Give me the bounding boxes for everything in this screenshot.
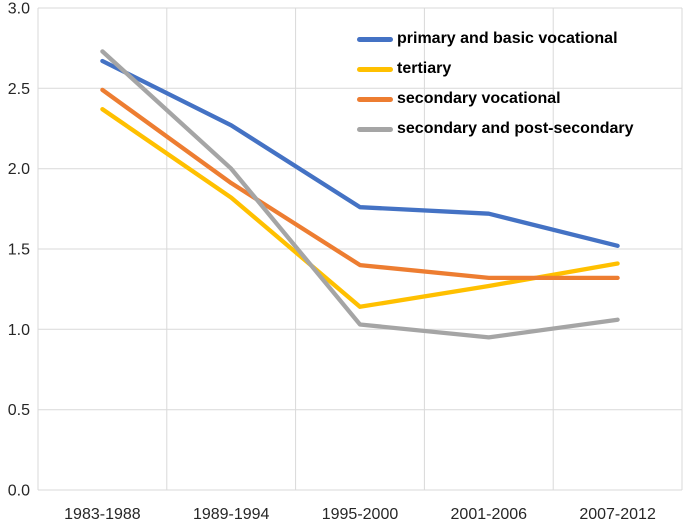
y-axis-tick-label: 1.5 [8, 242, 30, 259]
legend-item-tertiary: tertiary [357, 54, 634, 84]
x-axis-tick-label: 2007-2012 [579, 506, 656, 523]
legend-item-primary-and-basic-vocational: primary and basic vocational [357, 24, 634, 54]
legend-swatch-secondary-vocational [357, 96, 393, 102]
legend-label: primary and basic vocational [397, 30, 618, 47]
y-axis-tick-label: 2.5 [8, 81, 30, 98]
series-line-secondary-vocational [100, 87, 620, 281]
legend-label: secondary and post-secondary [397, 120, 634, 137]
y-axis-tick-label: 1.0 [8, 322, 30, 339]
y-axis-tick-label: 3.0 [8, 1, 30, 18]
chart-legend: primary and basic vocational tertiary seco… [357, 24, 634, 144]
legend-swatch-secondary-and-post-secondary [357, 126, 393, 132]
series-line-secondary-and-post-secondary [100, 49, 620, 340]
y-axis-tick-label: 2.0 [8, 161, 30, 178]
legend-label: tertiary [397, 60, 452, 77]
x-axis-tick-label: 1989-1994 [193, 506, 270, 523]
legend-swatch-primary-and-basic-vocational [357, 36, 393, 42]
x-axis-tick-label: 1983-1988 [64, 506, 141, 523]
legend-item-secondary-vocational: secondary vocational [357, 84, 634, 114]
series-line-primary-and-basic-vocational [100, 58, 620, 248]
y-axis-tick-label: 0.5 [8, 402, 30, 419]
x-axis-tick-label: 2001-2006 [451, 506, 528, 523]
legend-item-secondary-and-post-secondary: secondary and post-secondary [357, 114, 634, 144]
x-axis-tick-label: 1995-2000 [322, 506, 399, 523]
legend-label: secondary vocational [397, 90, 561, 107]
y-axis-tick-label: 0.0 [8, 483, 30, 500]
legend-swatch-tertiary [357, 66, 393, 72]
